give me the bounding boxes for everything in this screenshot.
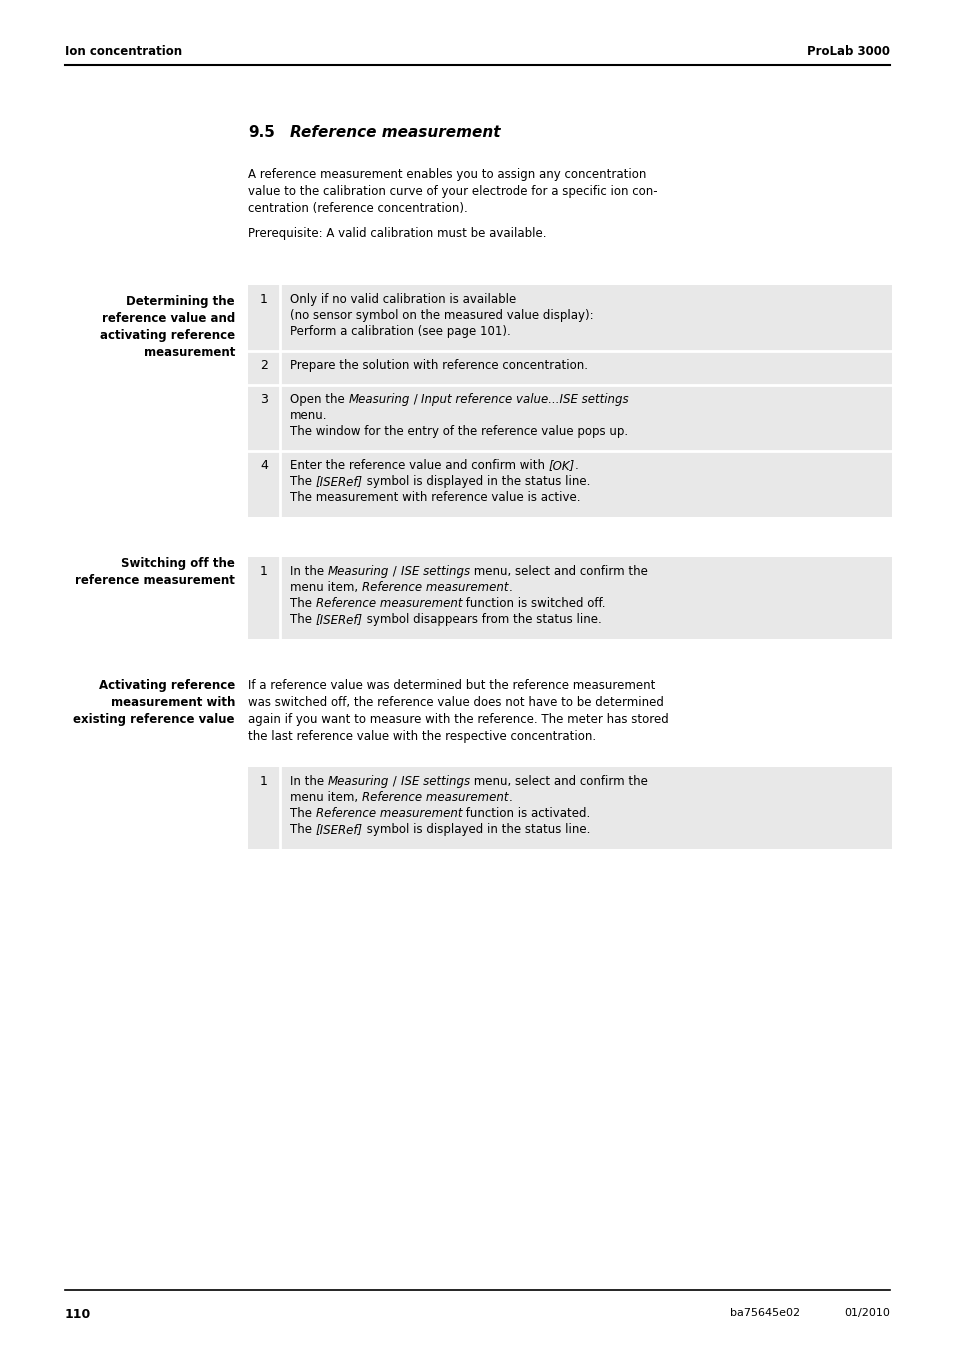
- Text: menu item,: menu item,: [290, 790, 361, 804]
- Text: symbol is displayed in the status line.: symbol is displayed in the status line.: [362, 476, 590, 488]
- Text: menu, select and confirm the: menu, select and confirm the: [470, 775, 647, 788]
- Text: Measuring: Measuring: [348, 393, 410, 407]
- Text: Reference measurement: Reference measurement: [315, 597, 462, 611]
- Text: .: .: [575, 459, 578, 471]
- Text: /: /: [410, 393, 421, 407]
- Text: In the: In the: [290, 565, 328, 578]
- Bar: [248, 557, 891, 639]
- Text: Reference measurement: Reference measurement: [290, 126, 500, 141]
- Text: ISE settings: ISE settings: [400, 775, 470, 788]
- Text: ProLab 3000: ProLab 3000: [806, 45, 889, 58]
- Text: reference measurement: reference measurement: [75, 574, 234, 586]
- Text: The window for the entry of the reference value pops up.: The window for the entry of the referenc…: [290, 426, 627, 438]
- Text: again if you want to measure with the reference. The meter has stored: again if you want to measure with the re…: [248, 713, 668, 725]
- Text: ba75645e02: ba75645e02: [729, 1308, 800, 1319]
- Text: 2: 2: [260, 359, 268, 372]
- Text: [ISERef]: [ISERef]: [315, 613, 362, 626]
- Text: symbol is displayed in the status line.: symbol is displayed in the status line.: [362, 823, 590, 836]
- Text: Measuring: Measuring: [328, 565, 389, 578]
- Text: was switched off, the reference value does not have to be determined: was switched off, the reference value do…: [248, 696, 663, 709]
- Text: Activating reference: Activating reference: [99, 680, 234, 692]
- Text: 110: 110: [65, 1308, 91, 1321]
- Text: Open the: Open the: [290, 393, 348, 407]
- Text: Prerequisite: A valid calibration must be available.: Prerequisite: A valid calibration must b…: [248, 227, 546, 240]
- Text: measurement: measurement: [144, 346, 234, 359]
- Text: menu item,: menu item,: [290, 581, 361, 594]
- Text: Determining the: Determining the: [126, 295, 234, 308]
- Text: measurement with: measurement with: [111, 696, 234, 709]
- Text: /: /: [389, 565, 400, 578]
- Text: [OK]: [OK]: [548, 459, 575, 471]
- Text: activating reference: activating reference: [100, 330, 234, 342]
- Text: value to the calibration curve of your electrode for a specific ion con-: value to the calibration curve of your e…: [248, 185, 657, 199]
- Text: function is activated.: function is activated.: [462, 807, 590, 820]
- Text: Reference measurement: Reference measurement: [361, 790, 508, 804]
- Text: If a reference value was determined but the reference measurement: If a reference value was determined but …: [248, 680, 655, 692]
- Text: Perform a calibration (see page 101).: Perform a calibration (see page 101).: [290, 326, 510, 338]
- Text: Prepare the solution with reference concentration.: Prepare the solution with reference conc…: [290, 359, 587, 372]
- Text: 01/2010: 01/2010: [843, 1308, 889, 1319]
- Text: reference value and: reference value and: [102, 312, 234, 326]
- Text: The: The: [290, 476, 315, 488]
- Bar: [248, 451, 891, 517]
- Text: centration (reference concentration).: centration (reference concentration).: [248, 203, 467, 215]
- Text: Reference measurement: Reference measurement: [361, 581, 508, 594]
- Text: The measurement with reference value is active.: The measurement with reference value is …: [290, 490, 579, 504]
- Text: .: .: [508, 790, 512, 804]
- Text: Enter the reference value and confirm with: Enter the reference value and confirm wi…: [290, 459, 548, 471]
- Bar: [248, 385, 891, 451]
- Text: menu, select and confirm the: menu, select and confirm the: [470, 565, 647, 578]
- Text: 1: 1: [260, 565, 268, 578]
- Bar: [248, 351, 891, 385]
- Text: 3: 3: [260, 393, 268, 407]
- Text: Ion concentration: Ion concentration: [65, 45, 182, 58]
- Text: 9.5: 9.5: [248, 126, 274, 141]
- Text: .: .: [508, 581, 512, 594]
- Text: [ISERef]: [ISERef]: [315, 823, 362, 836]
- Text: [ISERef]: [ISERef]: [315, 476, 362, 488]
- Text: existing reference value: existing reference value: [73, 713, 234, 725]
- Bar: [248, 767, 891, 848]
- Text: ISE settings: ISE settings: [400, 565, 470, 578]
- Text: (no sensor symbol on the measured value display):: (no sensor symbol on the measured value …: [290, 309, 593, 322]
- Text: The: The: [290, 807, 315, 820]
- Text: Reference measurement: Reference measurement: [315, 807, 462, 820]
- Text: /: /: [389, 775, 400, 788]
- Text: Switching off the: Switching off the: [121, 557, 234, 570]
- Text: The: The: [290, 613, 315, 626]
- Bar: [248, 285, 891, 351]
- Text: Measuring: Measuring: [328, 775, 389, 788]
- Text: A reference measurement enables you to assign any concentration: A reference measurement enables you to a…: [248, 168, 646, 181]
- Text: 1: 1: [260, 293, 268, 305]
- Text: symbol disappears from the status line.: symbol disappears from the status line.: [362, 613, 601, 626]
- Text: 4: 4: [260, 459, 268, 471]
- Text: the last reference value with the respective concentration.: the last reference value with the respec…: [248, 730, 596, 743]
- Text: The: The: [290, 597, 315, 611]
- Text: The: The: [290, 823, 315, 836]
- Text: Only if no valid calibration is available: Only if no valid calibration is availabl…: [290, 293, 516, 305]
- Text: function is switched off.: function is switched off.: [462, 597, 605, 611]
- Text: 1: 1: [260, 775, 268, 788]
- Text: menu.: menu.: [290, 409, 327, 422]
- Text: In the: In the: [290, 775, 328, 788]
- Text: Input reference value...ISE settings: Input reference value...ISE settings: [421, 393, 628, 407]
